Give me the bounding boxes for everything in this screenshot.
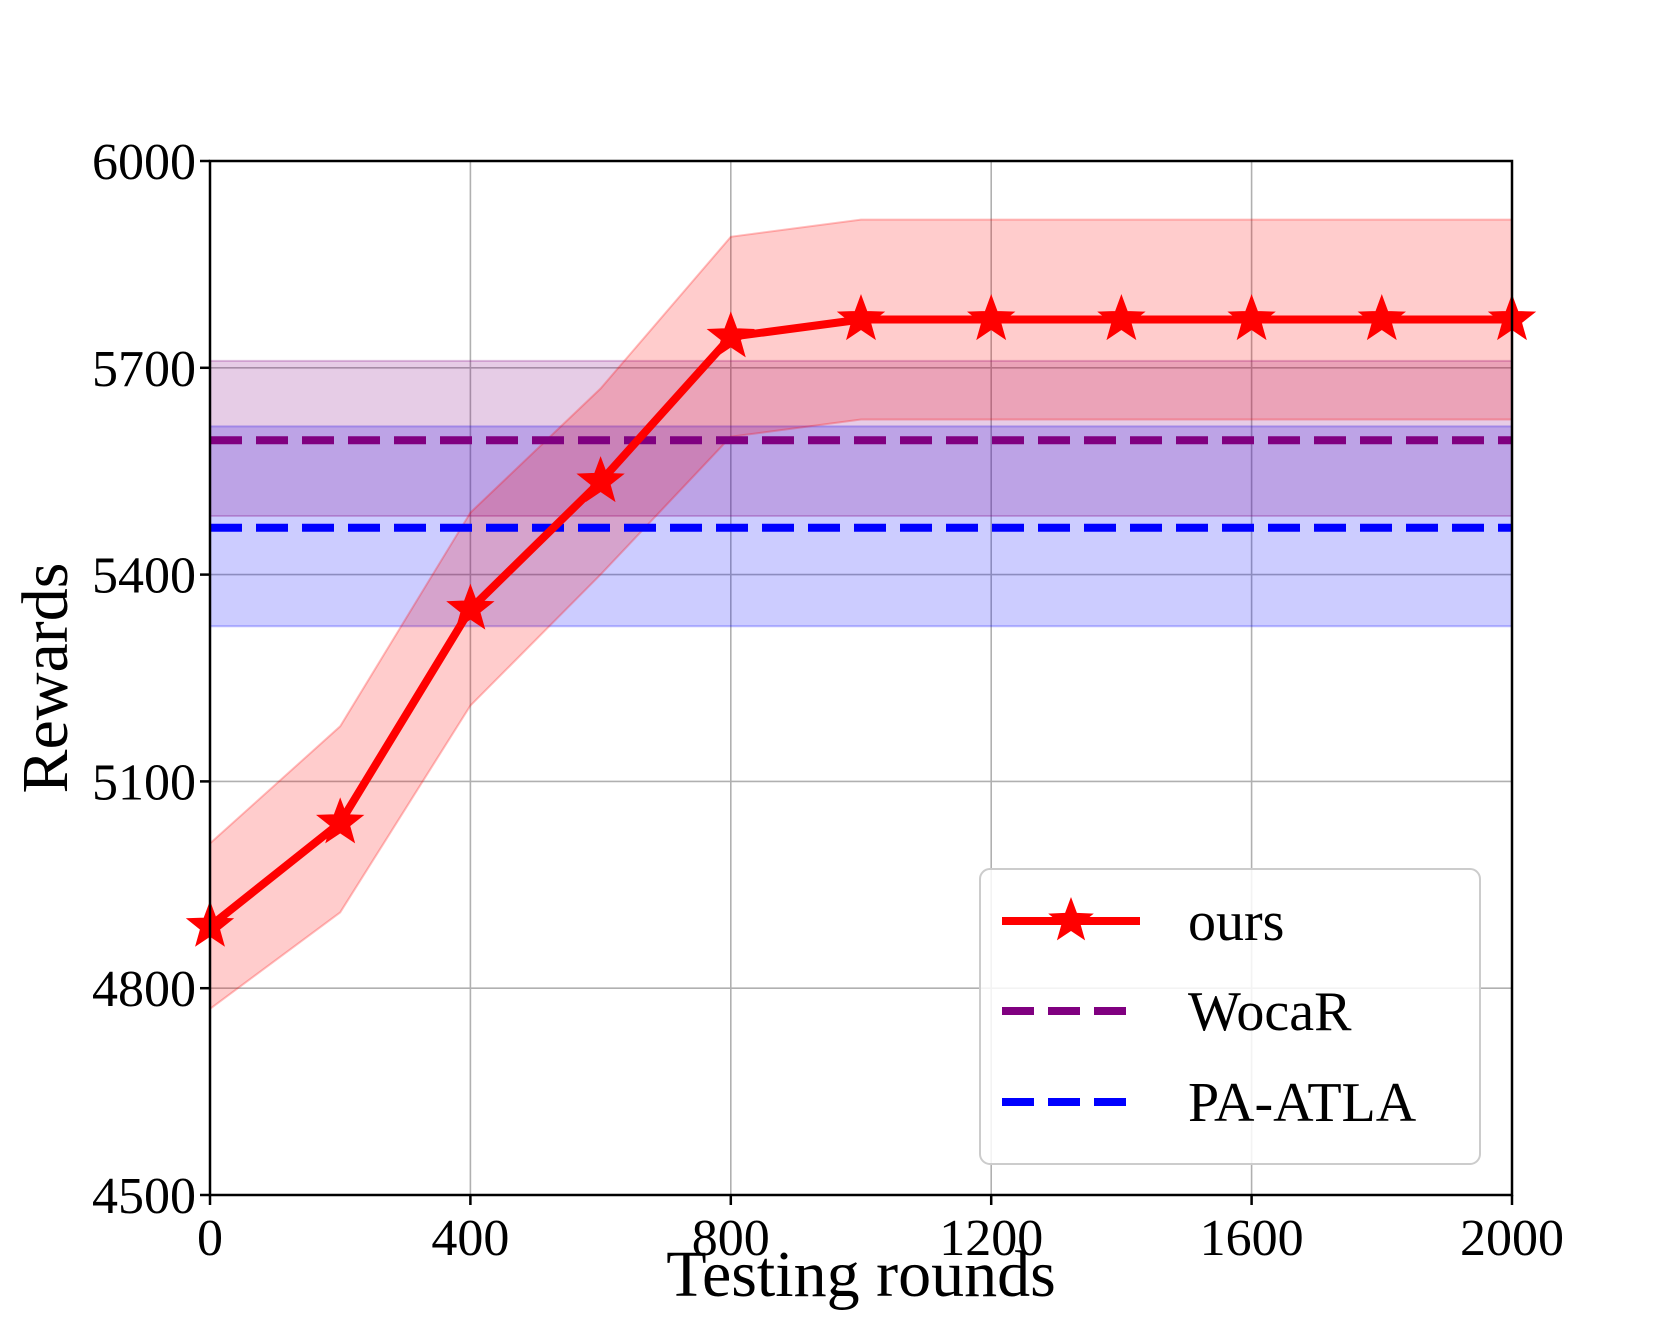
data-point-star <box>836 294 886 341</box>
data-point-star <box>1227 294 1276 341</box>
legend-star-marker <box>1048 897 1094 941</box>
y-tick-label: 6000 <box>92 134 196 191</box>
x-axis-label: Testing rounds <box>666 1238 1056 1311</box>
data-point-star <box>1357 294 1406 341</box>
x-tick-label: 2000 <box>1460 1210 1564 1267</box>
y-tick-label: 5100 <box>92 754 196 811</box>
x-tick-label: 1600 <box>1200 1210 1304 1267</box>
legend-label-wocar: WocaR <box>1188 981 1352 1043</box>
data-point-star <box>706 311 755 358</box>
legend-label-ours: ours <box>1188 891 1284 953</box>
x-tick-label: 800 <box>692 1210 770 1267</box>
y-tick-label: 4500 <box>92 1168 196 1225</box>
data-point-star <box>576 456 625 503</box>
legend: ours WocaR PA-ATLA <box>979 868 1481 1165</box>
y-tick-label: 5700 <box>92 341 196 398</box>
data-point-star <box>446 583 495 630</box>
legend-label-pa-atla: PA-ATLA <box>1188 1072 1417 1134</box>
line-layer <box>185 294 1537 947</box>
legend-box <box>979 868 1481 1165</box>
y-tick-label: 5400 <box>92 548 196 605</box>
x-tick-label: 1200 <box>939 1210 1043 1267</box>
y-axis-label: Rewards <box>9 563 82 794</box>
x-tick-label: 400 <box>431 1210 509 1267</box>
plot-frame <box>208 159 1514 1197</box>
data-point-star <box>316 797 365 844</box>
data-point-star <box>1097 294 1146 341</box>
y-tick-label: 4800 <box>92 961 196 1018</box>
data-point-star <box>967 294 1016 341</box>
tick-layer: 0 400 800 1200 1600 2000 4500 4800 5100 5400 5700 6… <box>92 134 1564 1267</box>
x-tick-label: 0 <box>197 1210 223 1267</box>
